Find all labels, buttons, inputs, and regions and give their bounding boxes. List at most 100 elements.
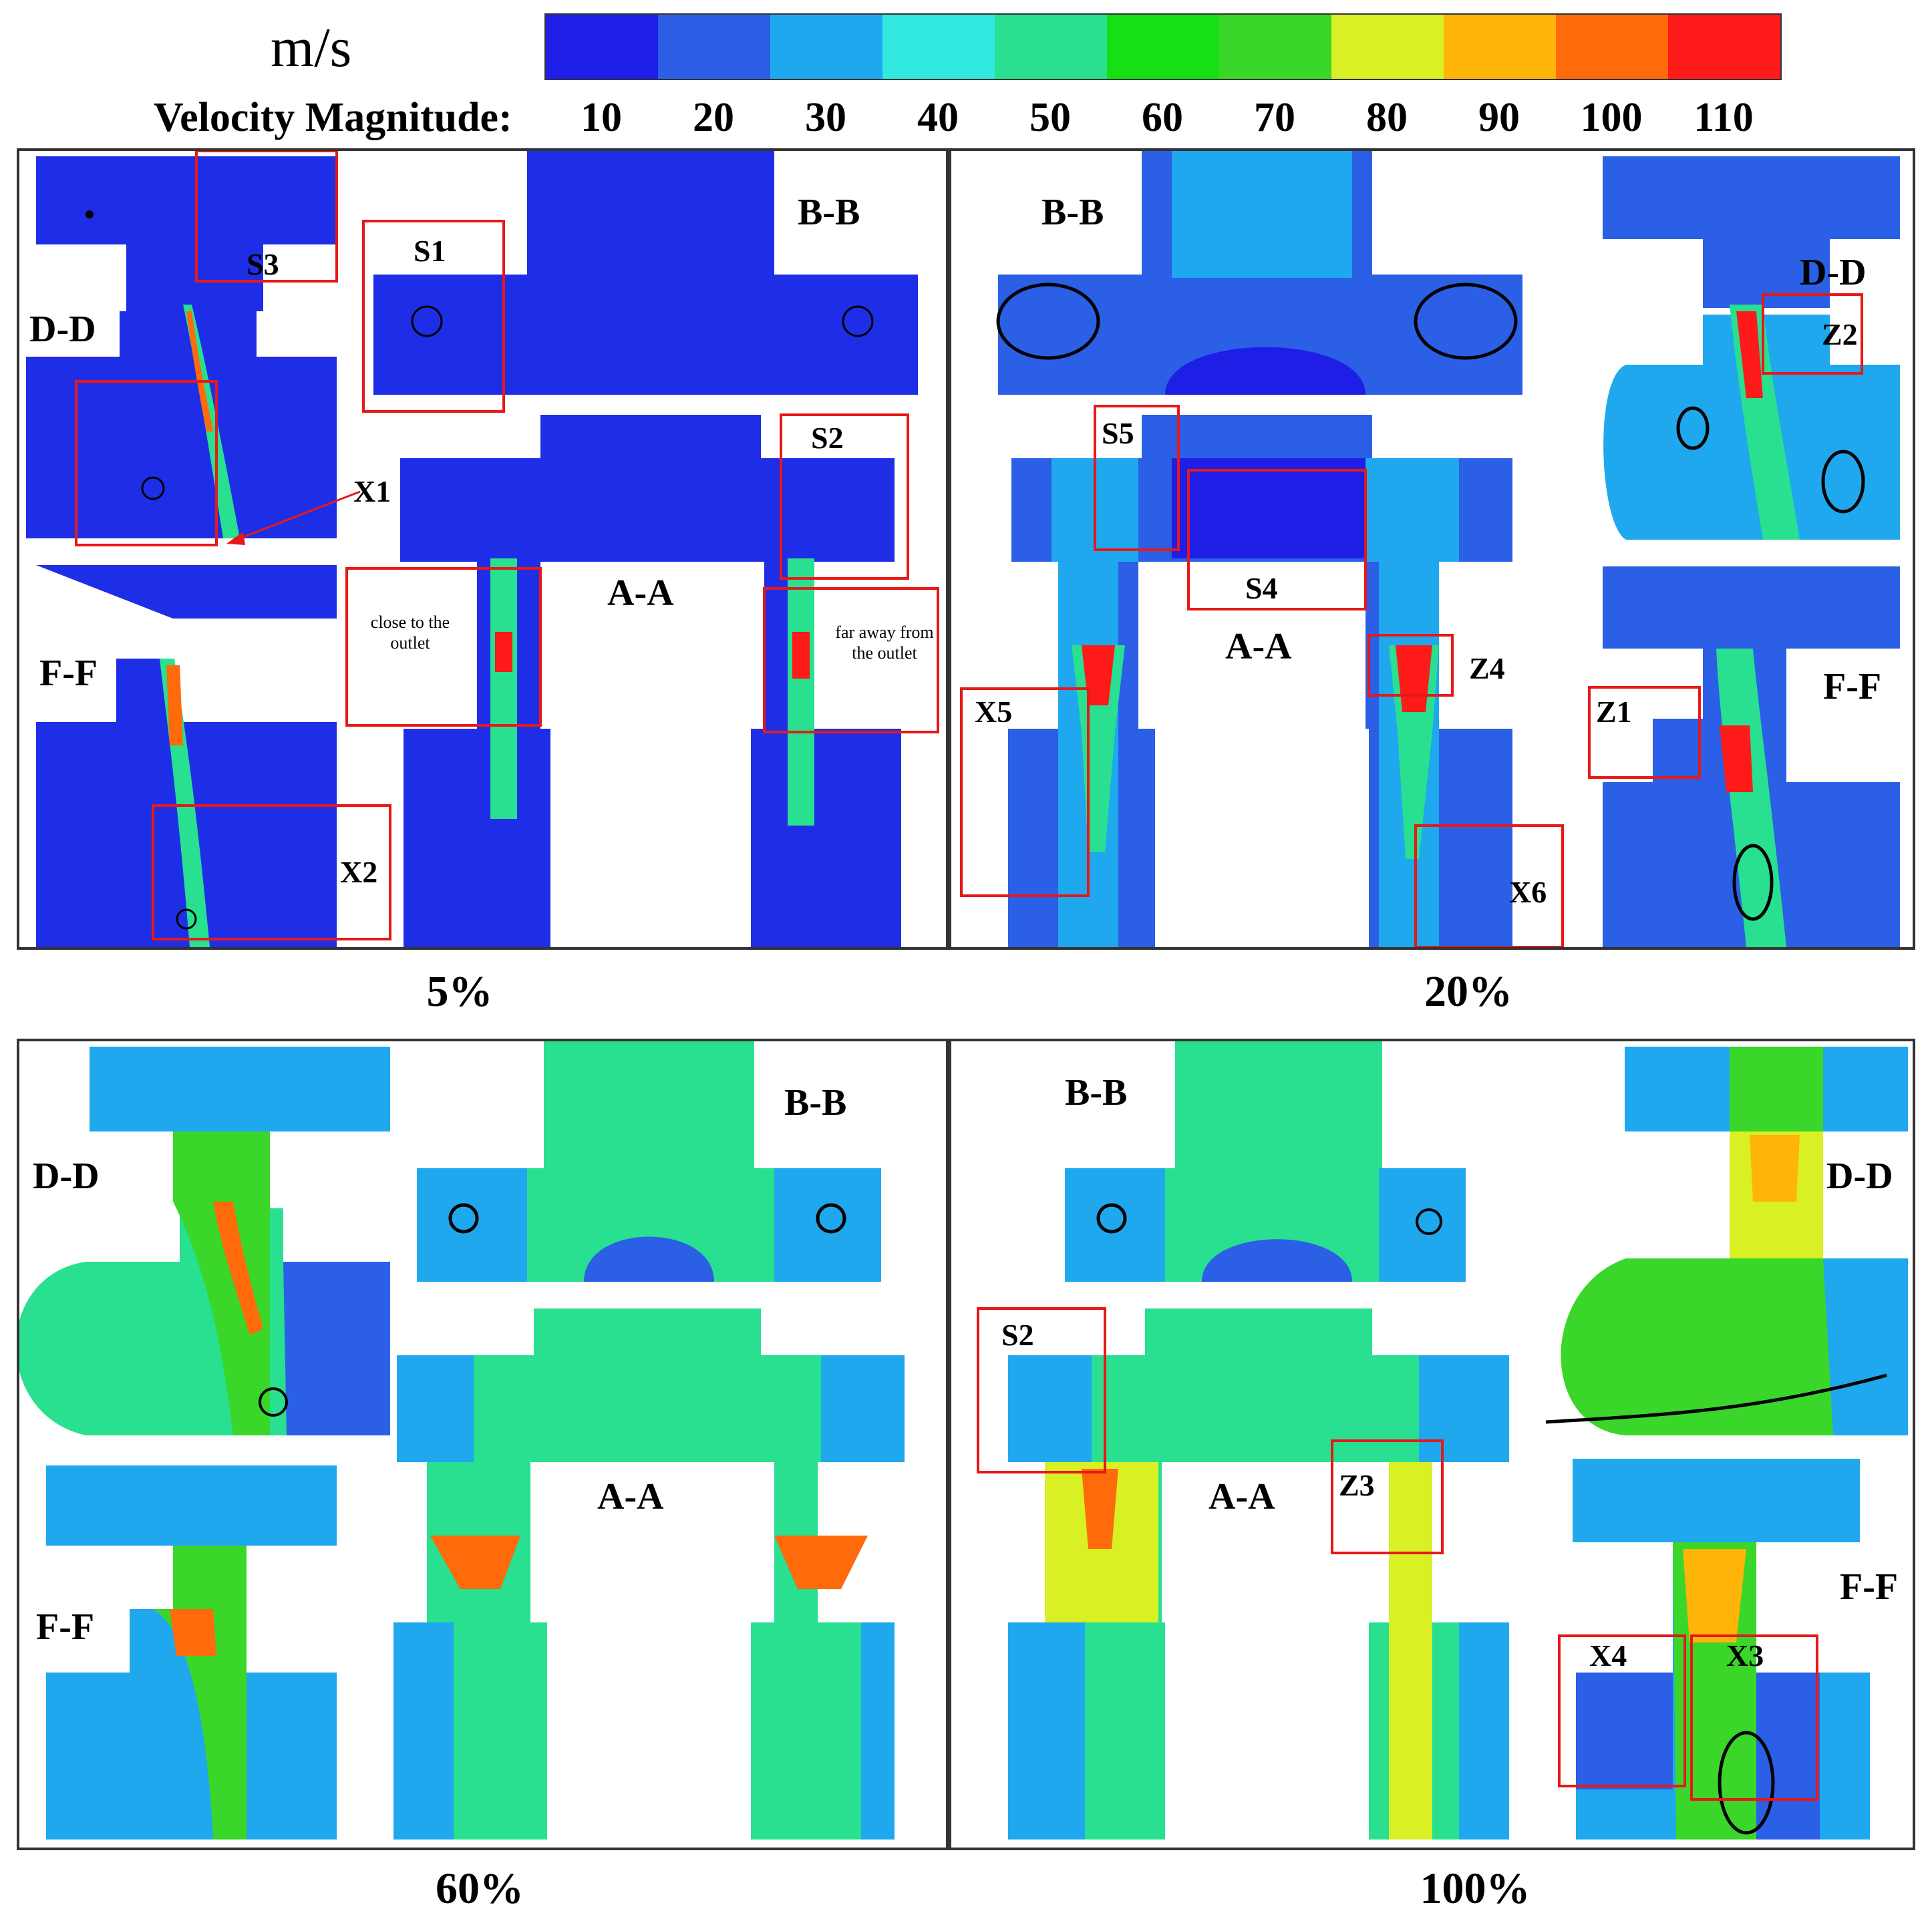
region-title: D-D [1826,1156,1893,1197]
region-title: B-B [798,192,860,233]
region-ff: F-F [1573,1459,1898,1840]
color-bar-segment [882,15,995,79]
panel-20-percent: B-B A-A D-D [949,148,1915,950]
annotation-label: Z1 [1596,695,1632,729]
annotation-label: X5 [975,695,1012,729]
panel-label: 60% [436,1864,524,1913]
annotation-label: Z4 [1469,651,1505,685]
color-bar-segment [1331,15,1444,79]
tick-label: 70 [1254,95,1295,140]
annotation-box [1762,293,1863,375]
region-title: D-D [1800,252,1867,293]
region-dd: D-D [26,156,337,538]
annotation-box [75,380,218,546]
region-dd: D-D [1603,156,1900,540]
annotation-box [960,687,1090,897]
tick-label: 60 [1142,95,1183,140]
annotation-box [1187,469,1367,610]
region-dd: D-D [19,1047,390,1435]
annotation-box [1367,634,1454,697]
region-title: A-A [1209,1476,1275,1518]
panel-label: 20% [1424,967,1512,1016]
region-title: B-B [784,1082,846,1123]
panel-5-percent: D-D F-F B-B A-A [17,148,949,950]
region-aa: A-A [393,1308,905,1840]
annotation-label: X6 [1509,875,1547,909]
region-title: B-B [1065,1072,1127,1113]
tick-label: 100 [1580,95,1643,140]
annotation-box [345,567,542,727]
region-bb: B-B [417,1041,881,1282]
region-title: D-D [29,309,96,350]
annotation-label: S2 [811,421,844,455]
annotation-box [1588,686,1701,779]
annotation-box [1331,1439,1444,1554]
arrow-head [226,532,245,545]
color-bar-segment [546,15,658,79]
color-bar-segment [1219,15,1331,79]
annotation-label: X2 [340,855,377,889]
annotation-label: Z2 [1822,317,1858,351]
annotation-label: X1 [353,474,391,508]
tick-label: 20 [693,95,734,140]
annotation-box [1558,1634,1686,1787]
annotation-box [1094,405,1180,551]
note-far-outlet: far away from the outlet [835,623,934,663]
panel-100-percent: B-B A-A D-D F-F [949,1039,1915,1850]
region-bb: B-B [373,151,918,395]
region-aa: A-A [1008,415,1512,947]
annotation-label: X4 [1589,1638,1627,1673]
panel-60-percent: D-D F-F B-B A-A [17,1039,949,1850]
pointer-arrow [236,490,361,541]
tick-label: 90 [1478,95,1520,140]
region-bb: B-B [996,151,1522,395]
color-bar-segment [1107,15,1219,79]
region-title: F-F [36,1606,94,1648]
tick-label: 10 [581,95,622,140]
region-title: A-A [607,572,674,614]
region-title: D-D [33,1156,100,1197]
region-title: A-A [1225,626,1292,667]
legend-title: Velocity Magnitude: [154,95,512,140]
region-dd: D-D [1545,1047,1908,1435]
annotation-label: S5 [1102,416,1134,450]
annotation-label: S2 [1001,1318,1034,1352]
color-bar-segment [995,15,1107,79]
annotation-label: S1 [414,234,446,268]
region-ff: F-F [36,565,337,947]
annotation-box [763,587,939,733]
note-close-outlet: close to the outlet [370,613,450,653]
annotation-box [152,804,391,940]
color-bar [544,13,1782,80]
tick-label: 80 [1366,95,1408,140]
region-title: F-F [1840,1566,1898,1608]
panel-label: 100% [1420,1864,1531,1913]
region-bb: B-B [1065,1041,1466,1282]
color-bar-segment [1668,15,1780,79]
annotation-box [780,413,909,580]
region-title: B-B [1041,192,1104,233]
color-bar-segment [658,15,770,79]
annotation-box [362,220,505,413]
region-ff: F-F [36,1465,337,1840]
annotation-box [195,151,338,283]
color-bar-segment [1444,15,1556,79]
annotation-label: S3 [247,247,279,281]
annotation-box [1414,824,1564,947]
region-title: F-F [39,653,98,694]
color-bar-segment [770,15,882,79]
region-ff: F-F [1603,566,1900,947]
annotation-box [977,1307,1106,1473]
annotation-label: X3 [1726,1638,1764,1673]
color-bar-segment [1556,15,1668,79]
region-aa: A-A [1008,1308,1509,1840]
panel-label: 5% [426,967,493,1016]
annotation-label: S4 [1245,571,1278,605]
region-title: A-A [597,1476,664,1518]
region-title: F-F [1823,666,1881,707]
tick-label: 110 [1694,95,1754,140]
tick-label: 50 [1029,95,1071,140]
annotation-box [1690,1634,1818,1801]
tick-label: 30 [805,95,846,140]
tick-label: 40 [917,95,959,140]
